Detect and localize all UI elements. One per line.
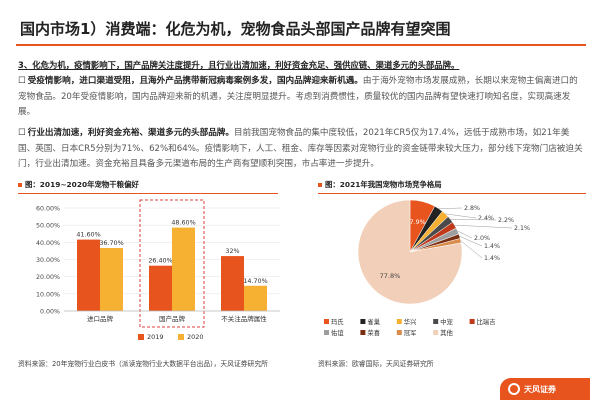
bar-value-label: 41.60% bbox=[76, 231, 100, 239]
legend-swatch bbox=[138, 334, 144, 340]
paragraph-lead: 行业出清加速，利好资金充裕、渠道多元的头部品牌。 bbox=[27, 128, 234, 138]
legend-label: 2020 bbox=[187, 333, 204, 341]
figure-title-bar-chart: 图：2019~2020年宠物干粮偏好 bbox=[18, 179, 278, 194]
x-category-label: 不关注品牌属性 bbox=[221, 314, 267, 323]
pie-value-label: 2.4% bbox=[478, 215, 494, 222]
pie-chart: 7.9%2.8%2.4% 2.2%2.1%2.0%1.4%1.4%77.8%玛氏雀… bbox=[324, 199, 530, 337]
pie-slice-8 bbox=[357, 199, 463, 305]
legend-swatch bbox=[433, 330, 439, 335]
paragraph-body: 目前我国宠物食品的集中度较低，2021年CR5仅为17.4%，远低于成熟市场，如… bbox=[18, 128, 583, 169]
x-category-label: 进口品牌 bbox=[87, 314, 114, 323]
bar-2019-0 bbox=[77, 239, 100, 311]
pie-leader-line bbox=[454, 224, 513, 229]
pie-value-label: 77.8% bbox=[380, 272, 401, 280]
pie-leader-line bbox=[457, 230, 473, 239]
legend-label: 比瑞吉 bbox=[477, 317, 496, 326]
paragraph-body: 由于海外宠物市场发展成熟，长期以来宠物主偏离进口的宠物食品。20年受疫情影响，国… bbox=[18, 76, 578, 117]
legend-label: 荣喜 bbox=[367, 328, 380, 337]
legend-swatch bbox=[324, 330, 329, 335]
pie-value-label: 2.2% bbox=[498, 217, 514, 224]
bar-value-label: 14.70% bbox=[243, 277, 267, 285]
legend-label: 华兴 bbox=[404, 317, 417, 326]
paragraph-import-channel: ☐ 受疫情影响，进口渠道受阻，且海外产品携带新冠病毒案例多发，国内品牌迎来新机遇。… bbox=[18, 74, 583, 121]
legend-label: 冠军 bbox=[404, 329, 417, 337]
y-tick-label: 60.00% bbox=[36, 206, 60, 213]
source-note-bar: 资料来源：20年宠物行业白皮书（派读宠物行业大数据平台出品），天风证券研究所 bbox=[18, 360, 268, 368]
legend-label: 雀巢 bbox=[367, 317, 380, 326]
figure-title-pie-chart: 图：2021年我国宠物市场竞争格局 bbox=[318, 179, 586, 194]
bar-value-label: 48.60% bbox=[171, 219, 195, 227]
legend-label: 其他 bbox=[440, 328, 453, 337]
legend-label: 中宠 bbox=[440, 317, 453, 326]
y-tick-label: 40.00% bbox=[36, 240, 60, 247]
logo-icon bbox=[508, 383, 520, 395]
pie-leader-line bbox=[450, 219, 497, 221]
page-title: 国内市场1）消费端：化危为机，宠物食品头部国产品牌有望突围 bbox=[16, 16, 586, 46]
paragraph-lead: 受疫情影响，进口渠道受阻，且海外产品携带新冠病毒案例多发，国内品牌迎来新机遇。 bbox=[27, 76, 363, 86]
legend-swatch bbox=[324, 319, 329, 324]
pie-leader-line bbox=[438, 207, 463, 209]
y-tick-label: 0.00% bbox=[40, 309, 60, 316]
square-bullet-icon bbox=[18, 183, 22, 187]
pie-value-label: 1.4% bbox=[484, 255, 500, 262]
bar-2020-2 bbox=[244, 285, 267, 311]
legend-swatch bbox=[396, 330, 402, 335]
pie-leader-line bbox=[459, 236, 483, 247]
pie-value-label: 2.8% bbox=[464, 205, 480, 212]
source-note-pie: 资料来源：欧睿国际，天风证券研究所 bbox=[318, 360, 434, 368]
paragraph-industry-consolidation: ☐ 行业出清加速，利好资金充裕、渠道多元的头部品牌。目前我国宠物食品的集中度较低，… bbox=[18, 126, 583, 173]
bar-2019-2 bbox=[221, 256, 244, 311]
legend-label: 2019 bbox=[147, 333, 164, 341]
legend-swatch bbox=[360, 330, 366, 335]
pie-leader-line bbox=[445, 213, 477, 219]
legend-label: 佑谊 bbox=[331, 328, 344, 337]
pie-value-label: 2.1% bbox=[514, 225, 530, 232]
checkbox-bullet-icon: ☐ bbox=[18, 76, 26, 86]
bar-2020-0 bbox=[100, 247, 123, 311]
y-tick-label: 50.00% bbox=[36, 223, 60, 230]
highlight-box bbox=[139, 199, 205, 328]
legend-swatch bbox=[433, 319, 439, 324]
x-category-label: 国产品牌 bbox=[159, 314, 186, 323]
bar-chart: 0.00% 10.00% 20.00% 30.00% 40.00% 50.00% 60.00… bbox=[36, 199, 280, 341]
pie-value-label: 7.9% bbox=[410, 219, 426, 226]
y-tick-label: 10.00% bbox=[36, 291, 60, 298]
pie-value-label: 2.0% bbox=[474, 235, 490, 242]
bar-value-label: 26.40% bbox=[148, 257, 172, 265]
legend-swatch bbox=[360, 319, 366, 324]
company-logo: 天风证券 bbox=[500, 378, 590, 400]
bar-2019-1 bbox=[149, 265, 172, 311]
y-tick-label: 30.00% bbox=[36, 257, 60, 264]
bar-2020-1 bbox=[172, 227, 195, 311]
bar-value-label: 32% bbox=[225, 247, 239, 255]
legend-swatch bbox=[396, 319, 402, 324]
y-tick-label: 20.00% bbox=[36, 274, 60, 281]
bar-value-label: 36.70% bbox=[99, 239, 123, 247]
legend-label: 玛氏 bbox=[331, 317, 344, 326]
legend-swatch bbox=[469, 319, 475, 324]
square-bullet-icon bbox=[318, 183, 322, 187]
pie-leader-line bbox=[460, 240, 483, 259]
legend-swatch bbox=[178, 334, 184, 340]
pie-value-label: 1.4% bbox=[484, 243, 500, 250]
section-heading: 3、化危为机，疫情影响下，国产品牌关注度提升，且行业出清加速，利好资金充足、强供… bbox=[18, 60, 460, 70]
checkbox-bullet-icon: ☐ bbox=[18, 128, 26, 138]
